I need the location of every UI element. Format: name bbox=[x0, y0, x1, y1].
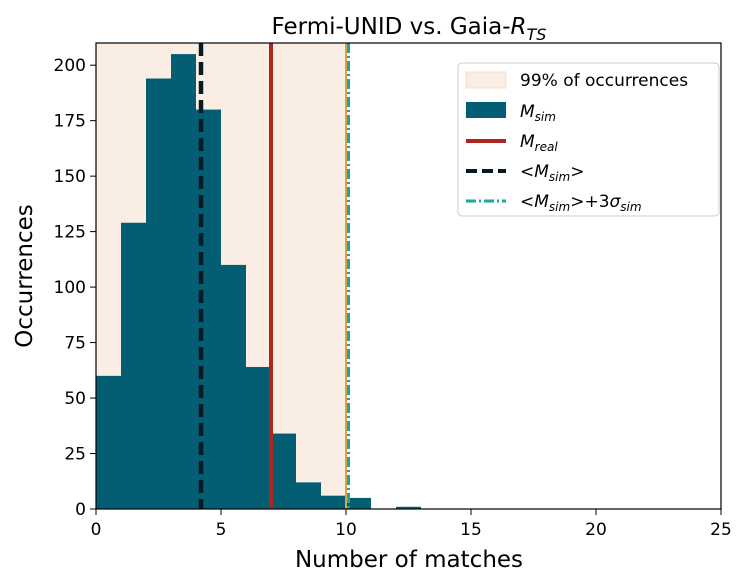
y-tick-label: 100 bbox=[54, 278, 86, 298]
y-tick-label: 0 bbox=[75, 500, 86, 520]
histogram-bar bbox=[321, 495, 346, 509]
y-tick-label: 200 bbox=[54, 56, 86, 76]
legend-label-mean: <Msim> bbox=[520, 162, 584, 184]
legend-label-shade: 99% of occurrences bbox=[520, 71, 688, 91]
histogram-bar bbox=[96, 375, 121, 509]
chart-title-main: Fermi-UNID vs. Gaia- bbox=[272, 14, 511, 40]
legend-swatch-shade bbox=[465, 71, 507, 89]
histogram-bar bbox=[296, 482, 321, 509]
y-tick-label: 75 bbox=[64, 334, 86, 354]
histogram-bar bbox=[171, 54, 196, 509]
x-tick-label: 10 bbox=[335, 520, 357, 540]
histogram-bar bbox=[121, 222, 146, 509]
chart-title: Fermi-UNID vs. Gaia-RTS bbox=[272, 14, 547, 44]
x-tick-label: 15 bbox=[460, 520, 482, 540]
histogram-bar bbox=[146, 78, 171, 509]
axes-frame bbox=[95, 42, 722, 510]
legend-frame bbox=[457, 62, 720, 217]
histogram-bar bbox=[271, 433, 296, 509]
legend-swatch-sim bbox=[466, 102, 506, 118]
y-tick-label: 25 bbox=[64, 445, 86, 465]
y-tick-label: 125 bbox=[54, 223, 86, 243]
legend-label-mean3: <Msim>+3σsim bbox=[520, 192, 642, 214]
x-tick-label: 5 bbox=[216, 520, 227, 540]
legend-label-sim: Msim bbox=[520, 102, 556, 124]
axes: 0 5 10 15 20 25 0 25 50 75 100 125 150 175 200 bbox=[54, 42, 732, 540]
x-axis-label: Number of matches bbox=[295, 547, 523, 573]
chart-title-sub: TS bbox=[527, 25, 547, 44]
y-axis-label: Occurrences bbox=[12, 204, 38, 347]
chart-title-var: R bbox=[511, 14, 527, 40]
histogram-bar bbox=[246, 366, 271, 509]
histogram-bar bbox=[396, 506, 421, 509]
y-tick-label: 175 bbox=[54, 112, 86, 132]
y-tick-label: 150 bbox=[54, 167, 86, 187]
y-tick-label: 50 bbox=[64, 389, 86, 409]
x-tick-label: 0 bbox=[91, 520, 102, 540]
histogram-bar bbox=[221, 264, 246, 509]
x-tick-label: 25 bbox=[710, 520, 732, 540]
histogram-bar bbox=[346, 497, 371, 509]
legend-label-real: Mreal bbox=[520, 132, 558, 154]
x-tick-label: 20 bbox=[585, 520, 607, 540]
legend: 99% of occurrences Msim Mreal <Msim> <Ms… bbox=[457, 62, 720, 217]
plot-area bbox=[96, 43, 421, 510]
